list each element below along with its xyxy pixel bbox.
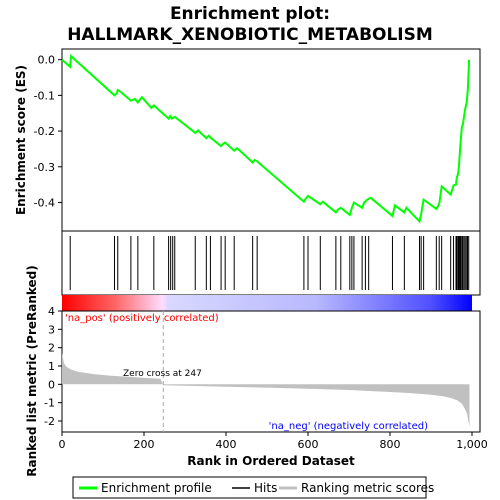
metric-y-tick-label: 3 <box>48 323 55 336</box>
x-tick-label: 800 <box>380 438 401 451</box>
x-tick-label: 1,000 <box>456 438 488 451</box>
legend-label-ranking: Ranking metric scores <box>301 481 434 495</box>
es-y-tick-label: -0.3 <box>34 161 55 174</box>
metric-y-ticks: 4 3 2 1 0 -1 -2 <box>44 305 62 428</box>
metric-y-tick-label: 0 <box>48 378 55 391</box>
es-y-tick-label: 0.0 <box>38 54 56 67</box>
metric-y-tick-label: 2 <box>48 342 55 355</box>
enrichment-profile-line <box>61 53 471 224</box>
positive-corr-label: 'na_pos' (positively correlated) <box>65 313 219 324</box>
zero-cross-label: Zero cross at 247 <box>123 369 202 379</box>
ranking-metric-area <box>62 353 470 427</box>
legend-label-enrichment: Enrichment profile <box>101 481 212 495</box>
legend-item-enrichment: Enrichment profile <box>79 481 212 495</box>
x-axis-ticks: 0 200 400 600 800 1,000 <box>59 432 488 451</box>
metric-y-tick-label: -1 <box>44 397 55 410</box>
hits-panel-frame <box>61 230 481 296</box>
metric-y-axis-label: Ranked list metric (PreRanked) <box>25 265 39 477</box>
legend-label-hits: Hits <box>254 481 277 495</box>
hit-markers <box>69 236 470 290</box>
metric-y-tick-label: 1 <box>48 360 55 373</box>
es-y-axis-label: Enrichment score (ES) <box>14 65 28 215</box>
legend-item-hits: Hits <box>232 481 277 495</box>
es-y-ticks: 0.0 -0.1 -0.2 -0.3 -0.4 <box>34 54 62 209</box>
x-tick-label: 600 <box>298 438 319 451</box>
chart-title-line2: HALLMARK_XENOBIOTIC_METABOLISM <box>67 25 433 45</box>
x-tick-label: 400 <box>216 438 237 451</box>
chart-title-line1: Enrichment plot: <box>170 4 330 24</box>
x-tick-label: 0 <box>59 438 66 451</box>
es-panel-frame <box>61 48 481 232</box>
es-y-tick-label: -0.2 <box>34 125 55 138</box>
x-tick-label: 200 <box>134 438 155 451</box>
legend-item-ranking: Ranking metric scores <box>279 481 434 495</box>
ranking-color-bar <box>62 295 472 311</box>
negative-corr-label: 'na_neg' (negatively correlated) <box>269 421 428 432</box>
metric-y-tick-label: 4 <box>48 305 55 318</box>
x-axis-label: Rank in Ordered Dataset <box>187 454 355 468</box>
es-y-tick-label: -0.1 <box>34 89 55 102</box>
metric-panel-frame <box>61 310 481 433</box>
es-y-tick-label: -0.4 <box>34 196 55 209</box>
metric-y-tick-label: -2 <box>44 415 55 428</box>
